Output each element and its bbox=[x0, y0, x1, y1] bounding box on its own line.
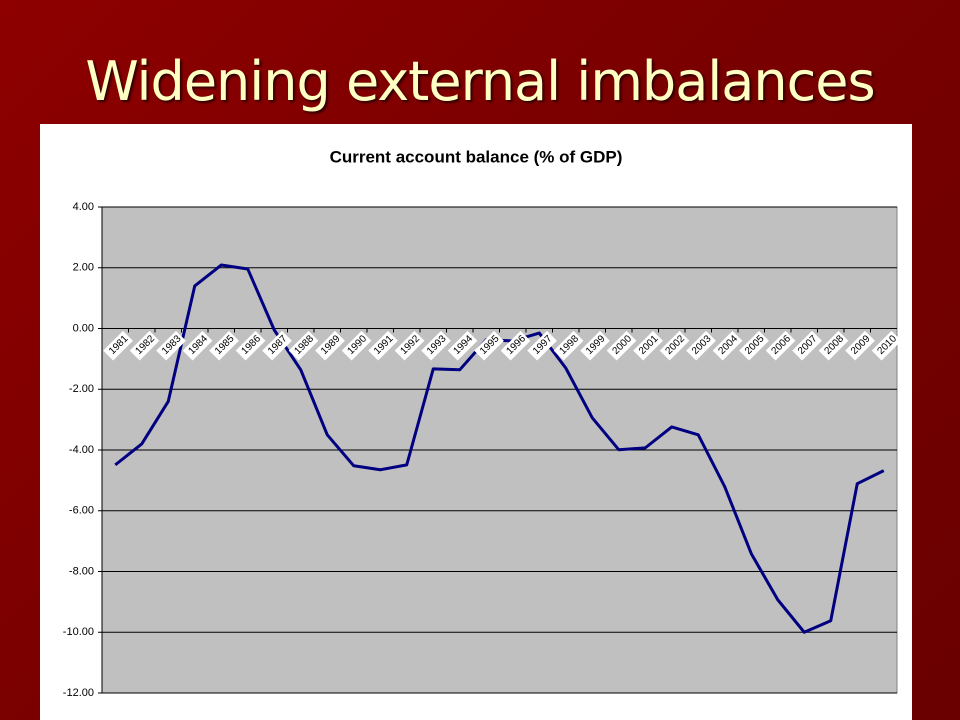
y-tick-label: 4.00 bbox=[73, 201, 94, 213]
slide-title: Widening external imbalances bbox=[85, 50, 875, 113]
x-tick-label-bg bbox=[341, 330, 372, 361]
x-tick-label-bg bbox=[447, 330, 478, 361]
x-tick-label-bg bbox=[315, 330, 345, 361]
y-tick-label: -6.00 bbox=[69, 505, 94, 517]
x-tick-label-bg bbox=[686, 330, 716, 361]
y-tick-label: -8.00 bbox=[69, 565, 94, 577]
y-tick-label: -10.00 bbox=[63, 626, 94, 638]
x-tick-label-bg bbox=[500, 330, 531, 361]
x-tick-label-bg bbox=[845, 330, 875, 361]
x-tick-label-bg bbox=[739, 330, 769, 361]
x-tick-label-bg bbox=[262, 330, 292, 361]
y-tick-label: 2.00 bbox=[73, 262, 94, 274]
x-tick-label-bg bbox=[235, 330, 266, 361]
x-tick-label-bg bbox=[792, 330, 822, 361]
x-tick-label-bg bbox=[527, 330, 557, 361]
y-tick-label: -12.00 bbox=[63, 687, 94, 699]
x-tick-label-bg bbox=[182, 330, 213, 361]
y-tick-label: 0.00 bbox=[73, 322, 94, 334]
x-tick-label-bg bbox=[606, 330, 637, 361]
x-tick-label-bg bbox=[580, 330, 610, 361]
x-tick-label-bg bbox=[818, 330, 849, 361]
x-tick-label-bg bbox=[659, 330, 690, 361]
x-tick-label-bg bbox=[156, 330, 186, 361]
x-tick-label-bg bbox=[209, 330, 239, 361]
x-tick-label-bg bbox=[765, 330, 796, 361]
x-tick-label-bg bbox=[368, 330, 398, 361]
x-tick-label-bg bbox=[421, 330, 451, 361]
x-tick-label-bg bbox=[553, 330, 584, 361]
chart-title: Current account balance (% of GDP) bbox=[330, 147, 623, 166]
y-tick-label: -4.00 bbox=[69, 444, 94, 456]
y-tick-label: -2.00 bbox=[69, 383, 94, 395]
x-tick-label-bg bbox=[712, 330, 743, 361]
x-tick-label-bg bbox=[871, 330, 902, 361]
x-tick-label-bg bbox=[103, 330, 133, 361]
x-tick-label-bg bbox=[288, 330, 319, 361]
chart: Current account balance (% of GDP) -12.0… bbox=[40, 124, 912, 720]
x-tick-label-bg bbox=[474, 330, 504, 361]
x-tick-label-bg bbox=[394, 330, 425, 361]
x-tick-label-bg bbox=[633, 330, 663, 361]
x-tick-label-bg bbox=[129, 330, 160, 361]
